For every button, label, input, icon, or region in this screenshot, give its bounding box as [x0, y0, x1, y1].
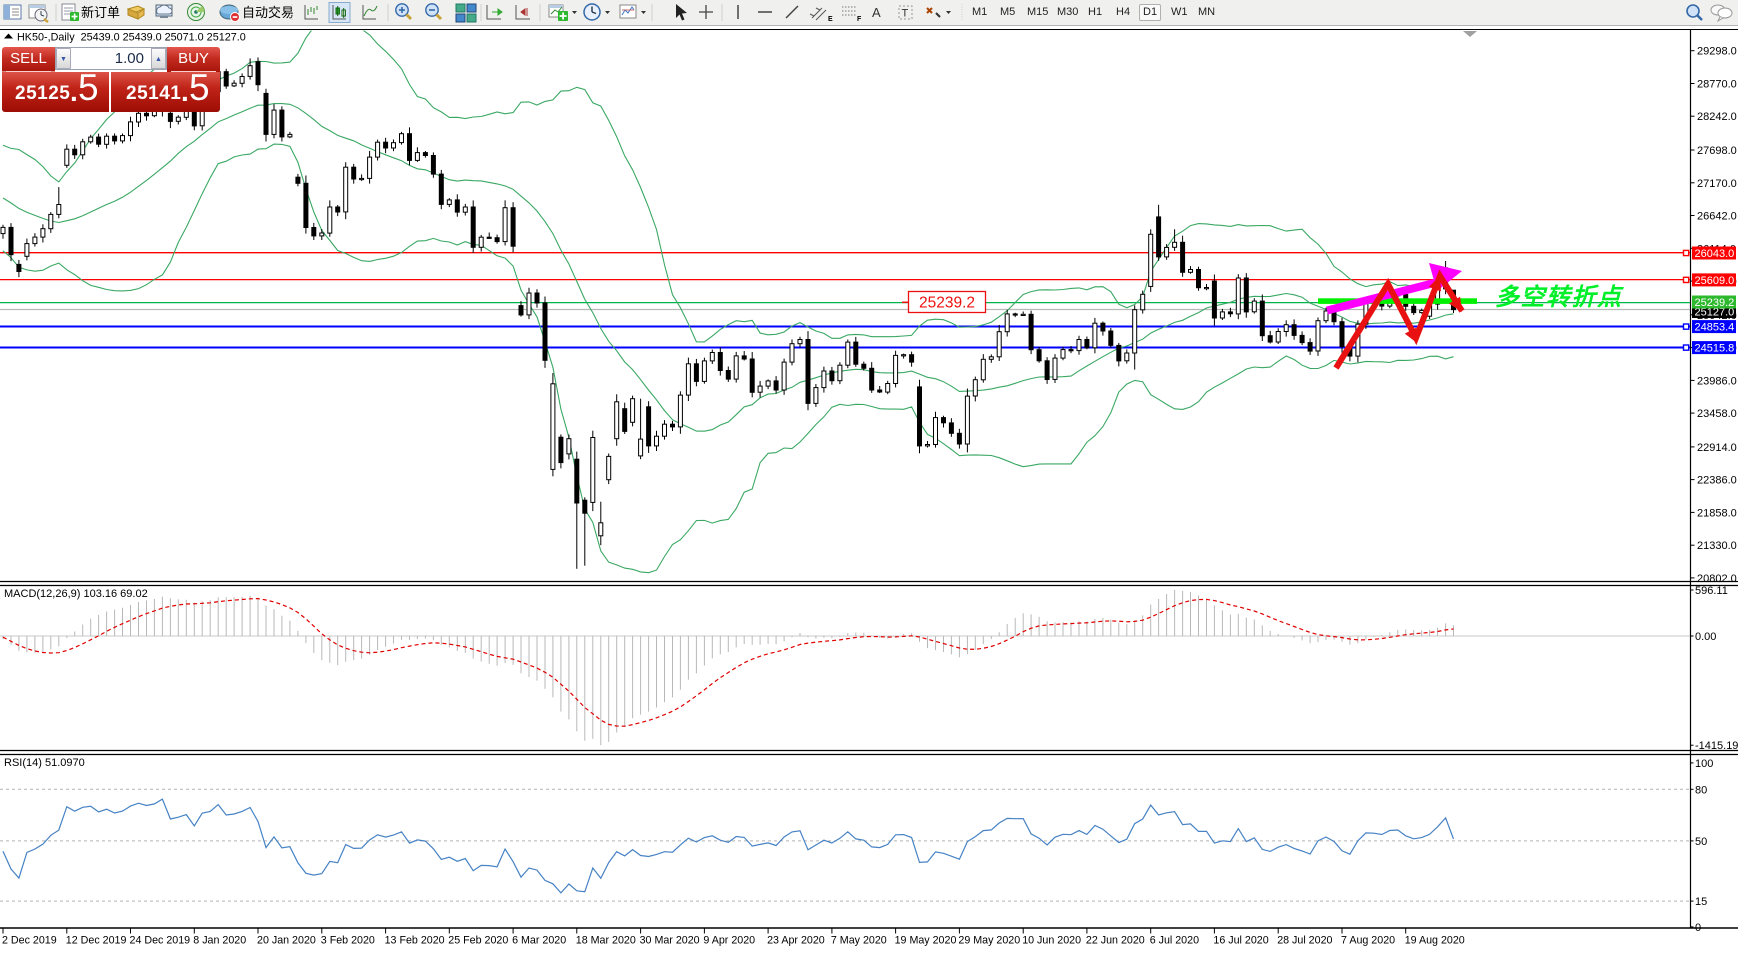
svg-text:26043.0: 26043.0: [1695, 248, 1735, 260]
svg-text:28 Jul 2020: 28 Jul 2020: [1277, 935, 1332, 947]
svg-text:新订单: 新订单: [81, 5, 120, 20]
svg-text:HK50-,Daily 25439.0 25439.0 2: HK50-,Daily 25439.0 25439.0 25071.0 2512…: [17, 32, 246, 44]
svg-text:27698.0: 27698.0: [1697, 145, 1737, 157]
svg-text:23986.0: 23986.0: [1697, 375, 1737, 387]
svg-text:-1415.19: -1415.19: [1695, 740, 1738, 752]
svg-text:27170.0: 27170.0: [1697, 178, 1737, 190]
svg-text:26642.0: 26642.0: [1697, 211, 1737, 223]
svg-text:10 Jun 2020: 10 Jun 2020: [1022, 935, 1081, 947]
svg-text:0: 0: [1695, 922, 1701, 934]
svg-text:3 Feb 2020: 3 Feb 2020: [321, 935, 375, 947]
svg-text:7 May 2020: 7 May 2020: [831, 935, 887, 947]
svg-text:25239.2: 25239.2: [1695, 297, 1735, 309]
svg-text:13 Feb 2020: 13 Feb 2020: [385, 935, 445, 947]
svg-text:18 Mar 2020: 18 Mar 2020: [576, 935, 636, 947]
svg-text:24 Dec 2019: 24 Dec 2019: [130, 935, 191, 947]
svg-text:19 May 2020: 19 May 2020: [895, 935, 957, 947]
svg-text:25127.0: 25127.0: [1695, 307, 1735, 319]
svg-text:24853.4: 24853.4: [1695, 322, 1735, 334]
svg-text:21330.0: 21330.0: [1697, 540, 1737, 552]
svg-text:RSI(14) 51.0970: RSI(14) 51.0970: [4, 757, 85, 769]
svg-text:24515.8: 24515.8: [1695, 343, 1735, 355]
svg-text:28242.0: 28242.0: [1697, 111, 1737, 123]
svg-text:29 May 2020: 29 May 2020: [958, 935, 1020, 947]
svg-text:9 Apr 2020: 9 Apr 2020: [703, 935, 755, 947]
svg-text:22914.0: 22914.0: [1697, 442, 1737, 454]
svg-text:22386.0: 22386.0: [1697, 475, 1737, 487]
svg-text:21858.0: 21858.0: [1697, 507, 1737, 519]
svg-text:6 Jul 2020: 6 Jul 2020: [1150, 935, 1199, 947]
svg-text:8 Jan 2020: 8 Jan 2020: [193, 935, 246, 947]
svg-text:E: E: [828, 16, 833, 23]
svg-text:28770.0: 28770.0: [1697, 79, 1737, 91]
svg-text:20 Jan 2020: 20 Jan 2020: [257, 935, 316, 947]
svg-text:23 Apr 2020: 23 Apr 2020: [767, 935, 825, 947]
svg-text:自动交易: 自动交易: [242, 5, 294, 20]
svg-text:15: 15: [1695, 896, 1707, 908]
svg-text:100: 100: [1695, 758, 1713, 770]
svg-text:16 Jul 2020: 16 Jul 2020: [1213, 935, 1268, 947]
svg-text:25239.2: 25239.2: [919, 294, 975, 311]
svg-text:25 Feb 2020: 25 Feb 2020: [448, 935, 508, 947]
svg-text:80: 80: [1695, 784, 1707, 796]
svg-text:MACD(12,26,9) 103.16 69.02: MACD(12,26,9) 103.16 69.02: [4, 588, 148, 600]
svg-text:22 Jun 2020: 22 Jun 2020: [1086, 935, 1145, 947]
svg-text:19 Aug 2020: 19 Aug 2020: [1405, 935, 1465, 947]
svg-text:2 Dec 2019: 2 Dec 2019: [2, 935, 57, 947]
svg-text:596.11: 596.11: [1695, 585, 1728, 597]
svg-text:29298.0: 29298.0: [1697, 46, 1737, 58]
svg-text:20802.0: 20802.0: [1697, 573, 1737, 585]
svg-text:T: T: [902, 8, 909, 20]
svg-text:多空转折点: 多空转折点: [1495, 284, 1624, 311]
svg-text:30 Mar 2020: 30 Mar 2020: [640, 935, 700, 947]
svg-text:12 Dec 2019: 12 Dec 2019: [66, 935, 127, 947]
svg-text:F: F: [857, 16, 862, 23]
svg-text:7 Aug 2020: 7 Aug 2020: [1341, 935, 1395, 947]
svg-text:50: 50: [1695, 836, 1707, 848]
svg-text:A: A: [872, 5, 881, 20]
svg-text:25609.0: 25609.0: [1695, 275, 1735, 287]
svg-text:6 Mar 2020: 6 Mar 2020: [512, 935, 566, 947]
svg-text:23458.0: 23458.0: [1697, 408, 1737, 420]
svg-text:0.00: 0.00: [1695, 631, 1716, 643]
